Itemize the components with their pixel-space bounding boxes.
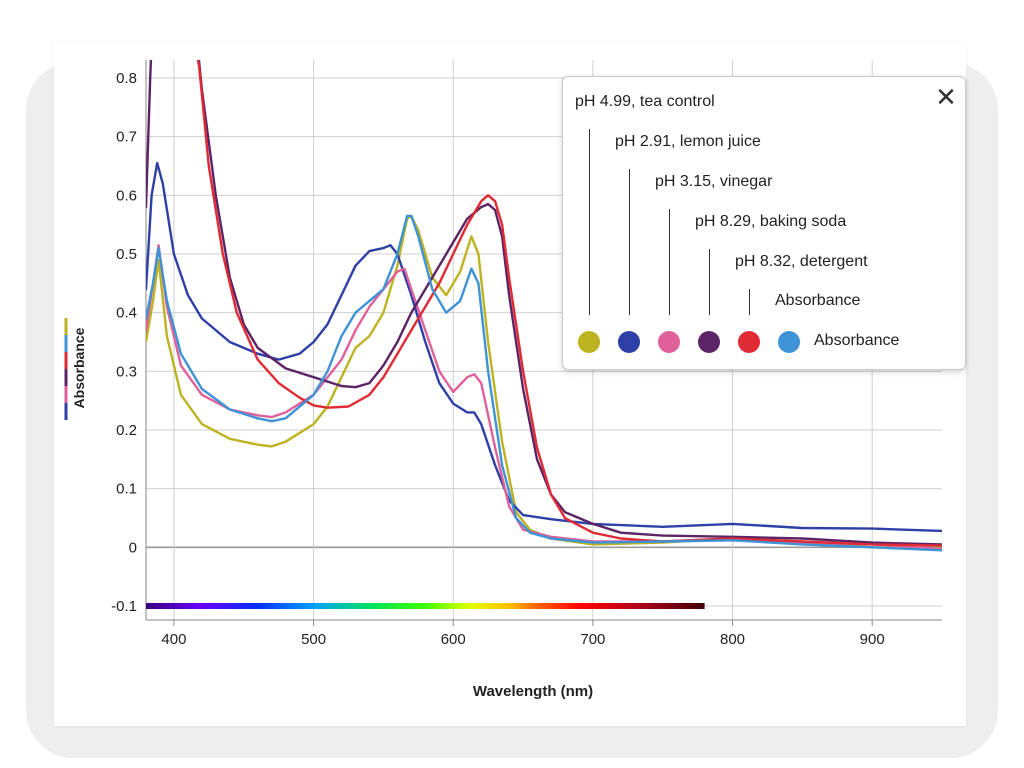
y-tick-label: 0.6: [116, 187, 137, 204]
y-tick-label: 0.8: [116, 70, 137, 87]
x-tick-label: 800: [720, 631, 745, 648]
y-axis: 0.8 0.7 0.6 0.5 0.4 0.3 0.2 0.1 0 -0.1: [111, 60, 147, 620]
legend-leader-line: [709, 249, 710, 315]
close-icon[interactable]: ✕: [935, 83, 957, 113]
series-line-vinegar: [146, 244, 942, 551]
visible-spectrum-bar: [146, 603, 705, 609]
legend-entry-tea-control: pH 4.99, tea control: [575, 93, 715, 110]
series-line-7up: [146, 214, 942, 552]
legend-swatch-baking-soda[interactable]: [698, 331, 720, 353]
legend-entry-baking-soda: pH 8.29, baking soda: [695, 213, 847, 230]
y-tick-label: 0.1: [116, 481, 137, 498]
x-tick-label: 700: [580, 631, 605, 648]
y-tick-label: 0.5: [116, 246, 137, 263]
y-axis-label-group: Absorbance: [64, 318, 87, 420]
y-tick-label: 0: [129, 539, 137, 556]
legend-swatch-lemon-juice[interactable]: [618, 331, 640, 353]
legend-entry-vinegar: pH 3.15, vinegar: [655, 173, 773, 190]
y-axis-label: Absorbance: [71, 327, 87, 408]
legend-swatch-vinegar[interactable]: [658, 331, 680, 353]
y-tick-label: 0.7: [116, 129, 137, 146]
x-tick-label: 400: [161, 631, 186, 648]
legend-entry-lemon-juice: pH 2.91, lemon juice: [615, 133, 761, 150]
x-axis: 400 500 600 700 800 900: [146, 619, 942, 648]
legend-leader-line: [669, 209, 670, 315]
series-line-baking-soda: [146, 60, 942, 546]
series-group: [146, 60, 942, 552]
legend-popup: ✕ pH 4.99, tea control pH 2.91, lemon ju…: [562, 76, 966, 370]
legend-swatch-tea-control[interactable]: [578, 331, 600, 353]
legend-swatch-detergent[interactable]: [738, 331, 760, 353]
y-tick-label: -0.1: [111, 598, 137, 615]
series-line-lemon-juice: [146, 161, 942, 533]
x-tick-label: 500: [301, 631, 326, 648]
legend-leader-line: [629, 169, 630, 315]
legend-leader-line: [749, 289, 750, 315]
legend-swatch-7up[interactable]: [778, 331, 800, 353]
legend-entry-7up: Absorbance: [775, 292, 861, 309]
x-tick-label: 600: [441, 631, 466, 648]
x-tick-label: 900: [860, 631, 885, 648]
y-tick-label: 0.2: [116, 422, 137, 439]
y-tick-label: 0.3: [116, 363, 137, 380]
series-line-detergent: [196, 60, 942, 547]
y-tick-label: 0.4: [116, 305, 137, 322]
x-axis-label: Wavelength (nm): [473, 683, 593, 700]
legend-absorbance-label: Absorbance: [814, 332, 900, 349]
legend-leader-line: [589, 129, 590, 315]
legend-entry-detergent: pH 8.32, detergent: [735, 253, 868, 270]
